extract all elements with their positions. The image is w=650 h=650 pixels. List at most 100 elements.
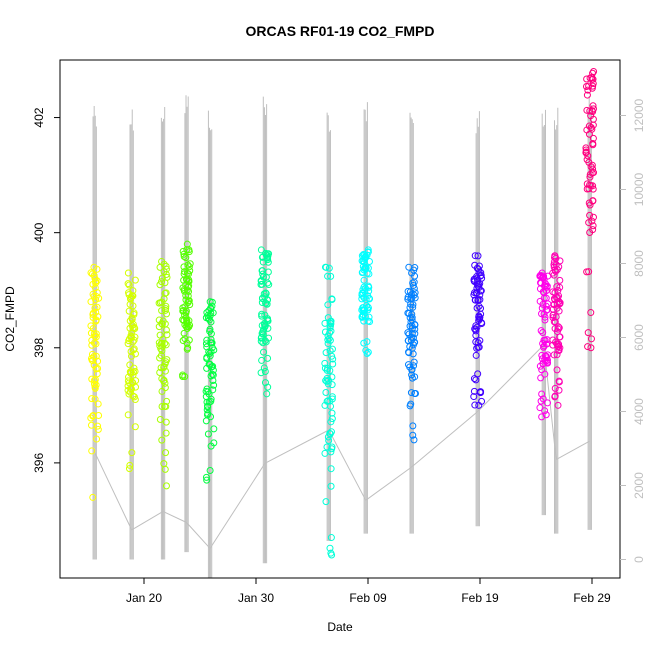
data-point [131, 367, 139, 375]
y2-tick-label: 0 [632, 556, 646, 563]
data-point [90, 380, 98, 388]
data-point [183, 316, 191, 324]
data-point [326, 318, 334, 326]
data-point [586, 201, 594, 209]
data-point [207, 304, 215, 312]
data-point [327, 402, 335, 410]
data-point [589, 222, 597, 230]
data-point [159, 317, 167, 325]
data-point [589, 69, 597, 77]
data-point [162, 262, 170, 270]
data-point [404, 329, 412, 337]
data-point [95, 411, 103, 419]
data-point [125, 465, 133, 473]
altitude-connector-line [328, 429, 367, 501]
data-point [329, 355, 337, 363]
data-point [359, 286, 367, 294]
data-point [94, 313, 102, 321]
data-point [202, 473, 210, 481]
data-point [208, 302, 216, 310]
y-tick-label: 402 [32, 107, 46, 127]
data-point [203, 364, 211, 372]
data-point [589, 165, 597, 173]
data-point [263, 300, 271, 308]
data-point [324, 340, 332, 348]
data-point [327, 317, 335, 325]
data-point [472, 322, 480, 330]
data-point [263, 390, 271, 398]
data-point [161, 465, 169, 473]
altitude-connector-line [209, 463, 266, 549]
data-point [260, 290, 268, 298]
data-point [91, 384, 99, 392]
data-point [158, 436, 166, 444]
x-axis: Jan 20 Jan 30 Feb 09 Feb 19 Feb 29 [126, 578, 611, 605]
data-point [322, 498, 330, 506]
data-point [129, 287, 137, 295]
data-point [158, 320, 166, 328]
y-axis: 396 398 400 402 [32, 107, 60, 473]
data-point [541, 280, 549, 288]
data-point [556, 283, 564, 291]
data-point [588, 169, 596, 177]
data-point [206, 316, 214, 324]
data-point [264, 316, 272, 324]
data-point [543, 399, 551, 407]
data-point [589, 182, 597, 190]
data-point [128, 449, 136, 457]
data-point [553, 266, 561, 274]
data-point [87, 414, 95, 422]
data-point [408, 294, 416, 302]
data-point [87, 298, 95, 306]
data-point [325, 335, 333, 343]
y2-tick-label: 6000 [632, 324, 646, 351]
data-point [180, 329, 188, 337]
data-point [92, 330, 100, 338]
data-point [549, 314, 557, 322]
data-point [589, 226, 597, 234]
data-point [405, 310, 413, 318]
data-point [323, 443, 331, 451]
x-tick-label: Jan 30 [238, 591, 274, 605]
data-point [128, 378, 136, 386]
x-axis-label: Date [327, 620, 353, 634]
data-point [323, 377, 331, 385]
data-point [409, 431, 417, 439]
data-point [583, 75, 591, 83]
data-point [128, 314, 136, 322]
data-point [208, 339, 216, 347]
data-point [93, 435, 101, 443]
data-point [88, 395, 96, 403]
data-point [586, 181, 594, 189]
data-point [204, 430, 212, 438]
data-point [158, 307, 166, 315]
data-point [554, 325, 562, 333]
data-point [549, 311, 557, 319]
data-point [93, 277, 101, 285]
data-point [472, 331, 480, 339]
data-point [183, 269, 191, 277]
data-point [180, 287, 188, 295]
data-point [549, 336, 557, 344]
data-point [589, 80, 597, 88]
data-point [537, 279, 545, 287]
data-point [474, 252, 482, 260]
data-point [208, 370, 216, 378]
data-point [257, 369, 265, 377]
data-point [541, 407, 549, 415]
data-point [185, 246, 193, 254]
data-point [589, 213, 597, 221]
data-point [404, 361, 412, 369]
data-point [92, 308, 100, 316]
data-point [327, 482, 335, 490]
data-point [322, 349, 330, 357]
data-point [584, 329, 592, 337]
data-point [158, 347, 166, 355]
data-point [325, 437, 333, 445]
data-point [129, 302, 137, 310]
data-point [583, 91, 591, 99]
data-point [162, 418, 170, 426]
y2-tick-label: 2000 [632, 472, 646, 499]
data-point [156, 331, 164, 339]
data-point [364, 248, 372, 256]
